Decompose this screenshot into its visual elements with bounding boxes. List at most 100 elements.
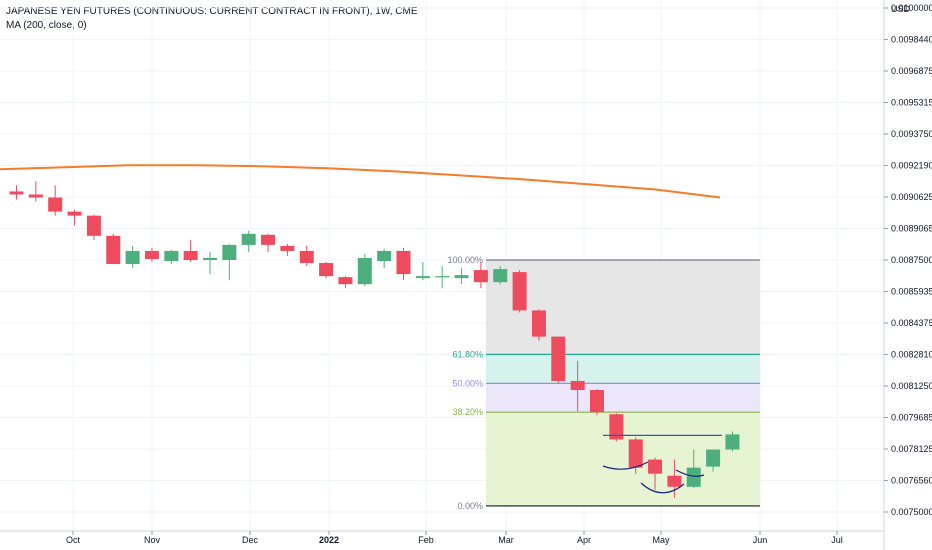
candle-body [512, 272, 527, 311]
candle-down [609, 413, 624, 442]
candle-body [164, 250, 179, 262]
candle-body [493, 269, 508, 283]
fib-label: 38.20% [452, 407, 483, 417]
candle-body [551, 336, 566, 381]
candle-body [319, 263, 334, 277]
candle-down [667, 459, 682, 498]
candle-body [415, 276, 430, 279]
candle-down [299, 245, 314, 267]
candle-body [570, 380, 585, 391]
candles [9, 181, 740, 498]
price-tick-label: 0.0079685 [891, 413, 932, 423]
candle-down [512, 270, 527, 313]
candle-down [144, 247, 159, 263]
time-tick-label: 2022 [319, 535, 339, 545]
candle-down [261, 233, 276, 252]
candle-down [86, 214, 101, 240]
candle-body [590, 390, 604, 413]
candle-body [203, 257, 217, 260]
time-tick-label: Nov [144, 535, 161, 545]
price-tick-label: 0.0098440 [891, 34, 932, 44]
price-tick-label: 0.0084375 [891, 318, 932, 328]
indicator-label[interactable]: MA (200, close, 0) [6, 20, 87, 31]
candle-down [67, 209, 82, 226]
candle-up [357, 253, 372, 287]
candle-up [415, 262, 430, 281]
candle-body [473, 270, 488, 283]
candle-down [280, 243, 295, 256]
candle-body [667, 475, 682, 487]
ma-200-line [0, 164, 721, 199]
fib-zone [486, 383, 760, 413]
annotations [602, 434, 722, 494]
candle-down [590, 389, 604, 416]
candle-up [686, 449, 701, 488]
candle-body [183, 250, 198, 260]
candle-down [628, 437, 643, 474]
candle-body [241, 233, 256, 245]
candle-up [454, 268, 469, 285]
candle-down [396, 247, 411, 281]
candle-body [531, 310, 546, 337]
candle-up [125, 245, 140, 269]
candle-body [628, 439, 643, 468]
candle-body [48, 197, 63, 212]
price-tick-label: 0.0089065 [891, 223, 932, 233]
price-tick-label: 0.0096875 [891, 66, 932, 76]
candle-down [473, 262, 488, 289]
currency-label: USD [891, 4, 911, 14]
candle-body [299, 250, 314, 264]
candle-down [338, 276, 353, 289]
candle-down [551, 336, 566, 383]
price-tick-label: 0.0095315 [891, 97, 932, 107]
candle-down [570, 360, 585, 412]
price-tick-label: 0.0085935 [891, 287, 932, 297]
price-tick-label: 0.0093750 [891, 129, 932, 139]
candle-down [648, 457, 663, 490]
time-tick-label: Dec [242, 535, 259, 545]
candle-up [377, 248, 392, 269]
candle-up [164, 249, 179, 265]
time-tick-label: Apr [577, 535, 591, 545]
candle-up [435, 266, 450, 289]
candle-down [48, 185, 63, 216]
candle-body [357, 257, 372, 285]
time-tick-label: Jun [753, 535, 768, 545]
candle-down [319, 262, 334, 279]
price-tick-label: 0.0090625 [891, 192, 932, 202]
time-tick-label: Mar [498, 535, 514, 545]
price-tick-label: 0.0081250 [891, 381, 932, 391]
price-tick-label: 0.0092190 [891, 160, 932, 170]
candle-up [203, 251, 217, 275]
price-tick-label: 0.0078125 [891, 444, 932, 454]
price-tick-label: 0.0082810 [891, 350, 932, 360]
fib-label: 61.80% [452, 349, 483, 359]
fib-label: 0.00% [457, 501, 483, 511]
fib-zone [486, 354, 760, 384]
fib-label: 100.00% [447, 255, 483, 265]
candle-body [9, 191, 24, 195]
candle-down [9, 185, 24, 200]
candle-body [106, 235, 121, 265]
candle-down [106, 233, 121, 265]
candle-body [454, 275, 469, 279]
time-tick-label: Feb [418, 535, 434, 545]
time-tick-label: Oct [66, 535, 81, 545]
time-tick-label: May [652, 535, 670, 545]
price-tick-label: 0.0100000 [891, 3, 932, 13]
candle-body [28, 194, 43, 198]
candle-body [725, 434, 740, 450]
candle-body [338, 277, 353, 285]
candle-body [222, 244, 237, 260]
time-tick-label: Jul [831, 535, 843, 545]
candle-body [67, 211, 82, 216]
candle-body [396, 250, 411, 275]
chart-title: JAPANESE YEN FUTURES (CONTINUOUS: CURREN… [6, 6, 418, 17]
candle-body [261, 234, 276, 245]
candle-up [725, 431, 740, 452]
cup-arc-bottom [640, 482, 685, 494]
candle-body [686, 467, 701, 487]
moving-average [0, 164, 721, 199]
